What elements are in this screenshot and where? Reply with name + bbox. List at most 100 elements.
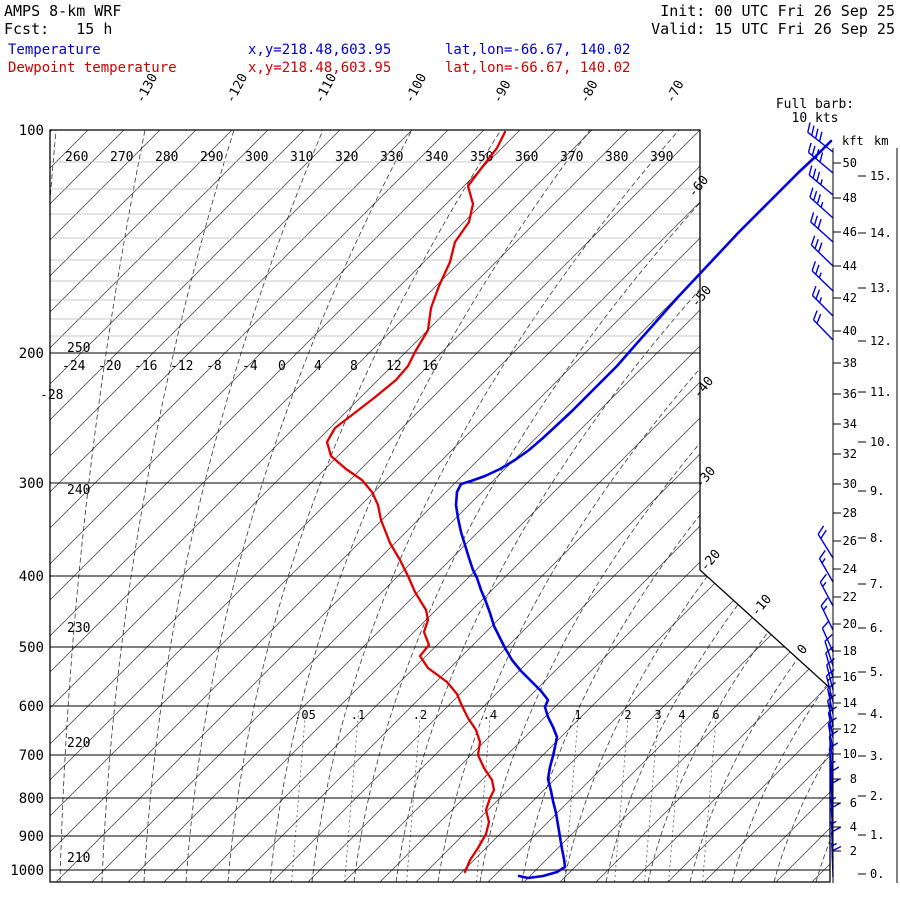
- diagonal-gridline: [50, 130, 593, 882]
- theta-label-top: 330: [380, 150, 403, 165]
- diagonal-gridline: [50, 130, 773, 882]
- wind-barb-feather: [815, 149, 820, 160]
- kft-label: 2: [850, 844, 857, 858]
- theta-label-top: 260: [65, 150, 88, 165]
- isotherm-gridline: [59, 130, 146, 882]
- mixing-ratio-label: 6: [712, 708, 719, 722]
- kft-label: 34: [843, 417, 857, 431]
- wind-barb-feather: [827, 681, 837, 690]
- diagonal-gridline: [50, 130, 521, 882]
- dewpoint-curve: [454, 139, 833, 880]
- km-label: 10.: [870, 435, 892, 449]
- temperature-row-label: 8: [350, 359, 358, 374]
- wind-barb-feather: [814, 128, 819, 139]
- diagonal-gridline: [631, 130, 830, 882]
- mixing-ratio-gridline: [668, 711, 683, 882]
- wind-barb-feather: [813, 190, 818, 201]
- wind-barb-staff: [828, 748, 834, 775]
- isotherm-label-right: -30: [693, 464, 720, 492]
- theta-label-top: 300: [245, 150, 268, 165]
- isotherm-gridline: [773, 130, 830, 882]
- wind-barbs: [807, 122, 842, 878]
- isotherm-gridline: [185, 130, 413, 882]
- diagonal-gridline: [50, 130, 89, 882]
- diagonal-gridline: [50, 130, 449, 882]
- wind-barb-feather: [808, 165, 813, 176]
- kft-axis-title: kft: [842, 134, 864, 148]
- kft-label: 44: [843, 259, 857, 273]
- wind-barb-feather: [811, 145, 816, 156]
- diagonal-gridline: [55, 130, 809, 882]
- diagonal-gridline: [559, 130, 830, 882]
- wind-barb-feather: [816, 194, 821, 205]
- isotherm-gridline: [227, 130, 502, 882]
- kft-label: 12: [843, 722, 857, 736]
- km-label: 0.: [870, 867, 884, 881]
- wind-barb-feather: [820, 529, 827, 539]
- isotherm-gridline: [479, 130, 830, 882]
- isotherm-label-right: 0: [795, 642, 812, 658]
- diagonal-gridline: [50, 130, 233, 882]
- wind-barb-feather: [810, 235, 816, 246]
- km-label: 3.: [870, 749, 884, 763]
- isotherm-gridline: [101, 130, 235, 882]
- km-axis-title: km: [874, 134, 888, 148]
- diagonal-gridline: [127, 130, 830, 882]
- wind-barb-staff: [828, 736, 834, 763]
- diagonal-gridline: [50, 130, 341, 882]
- diagonal-gridline: [163, 130, 830, 882]
- isotherm-gridline: [815, 130, 830, 882]
- kft-label: 28: [843, 506, 857, 520]
- temperature-row-label: 0: [278, 359, 286, 374]
- km-label: 14.: [870, 226, 892, 240]
- wind-barb-feather: [829, 766, 840, 773]
- mixing-ratio-label: .05: [294, 708, 316, 722]
- temperature-row-label: 16: [422, 359, 438, 374]
- pressure-label: 800: [19, 791, 44, 807]
- init-time: Init: 00 UTC Fri 26 Sep 25: [660, 2, 895, 20]
- diagonal-gridline: [667, 130, 830, 882]
- wind-barb-feather: [814, 238, 819, 249]
- kft-label: 50: [843, 156, 857, 170]
- pressure-label: 600: [19, 699, 44, 715]
- plot-border: [49, 129, 831, 883]
- kft-label: 24: [843, 562, 857, 576]
- pressure-label: 500: [19, 640, 44, 656]
- isotherm-label-top: -130: [133, 71, 161, 106]
- mixing-ratio-label: .4: [483, 708, 497, 722]
- km-label: 11.: [870, 385, 892, 399]
- km-label: 6.: [870, 621, 884, 635]
- pressure-label: 1000: [10, 863, 44, 879]
- temperature-row-label: -20: [98, 359, 121, 374]
- wind-half-barb-feather: [820, 179, 823, 185]
- theta-label-top: 280: [155, 150, 178, 165]
- isotherm-gridline: [563, 130, 830, 882]
- mixing-ratio-label: 1: [574, 708, 581, 722]
- mixing-ratio-label: 3: [654, 708, 661, 722]
- diagonal-gridline: [487, 130, 830, 882]
- wind-half-barb-feather: [822, 605, 828, 611]
- pressure-label: 300: [19, 476, 44, 492]
- pressure-label: 400: [19, 569, 44, 585]
- gridlines: [50, 130, 830, 882]
- wind-barb-feather: [817, 525, 825, 535]
- km-label: 2.: [870, 789, 884, 803]
- kft-label: 4: [850, 820, 857, 834]
- theta-label-top: 320: [335, 150, 358, 165]
- theta-label-top: 290: [200, 150, 223, 165]
- diagonal-gridline: [523, 130, 830, 882]
- wind-barb-staff: [807, 131, 834, 153]
- wind-barb-feather: [824, 633, 833, 642]
- isotherm-label-top: -70: [663, 78, 687, 106]
- wind-barb-feather: [819, 152, 824, 163]
- wind-barb-feather: [821, 620, 830, 629]
- temperature-row-label: -16: [134, 359, 157, 374]
- mixing-ratio-gridline: [344, 711, 359, 882]
- profile-curves: [325, 130, 833, 880]
- height-axis: kft km 504846444240383634323028262422201…: [832, 134, 898, 883]
- wind-barb-feather: [816, 313, 822, 324]
- isotherm-label-top: -80: [577, 78, 601, 106]
- kft-label: 32: [843, 447, 857, 461]
- wind-barb-staff: [813, 319, 834, 341]
